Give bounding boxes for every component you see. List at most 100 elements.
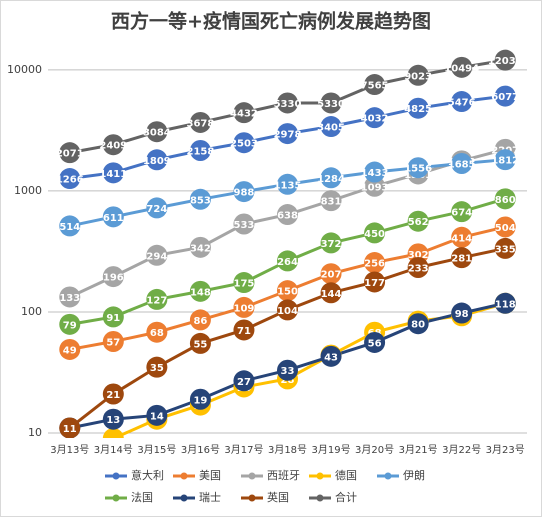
data-point (451, 247, 473, 269)
data-label: 1433 (361, 168, 389, 179)
data-point (320, 263, 342, 285)
data-label: 9023 (404, 71, 432, 82)
data-point (233, 296, 255, 318)
data-label: 57 (106, 338, 120, 349)
legend-label: 伊朗 (403, 469, 425, 482)
legend-label: 美国 (199, 469, 221, 482)
data-label: 144 (321, 289, 342, 300)
data-label: 33 (281, 366, 295, 377)
data-label: 21 (106, 390, 120, 401)
x-tick-label: 3月23号 (486, 444, 525, 456)
data-label: 11 (63, 424, 77, 435)
data-label: 1809 (143, 156, 171, 167)
data-label: 2978 (274, 130, 302, 141)
x-tick-label: 3月13号 (50, 444, 89, 456)
data-point (277, 92, 298, 114)
data-point (451, 201, 473, 223)
data-label: 177 (364, 278, 385, 289)
data-label: 2503 (230, 139, 258, 150)
data-point (320, 190, 342, 212)
data-point (407, 257, 429, 279)
data-label: 3678 (186, 118, 214, 129)
data-label: 504 (495, 223, 516, 234)
data-label: 1812 (491, 156, 519, 167)
data-label: 2409 (99, 141, 127, 152)
data-point (494, 149, 516, 171)
data-point (494, 188, 516, 210)
data-label: 196 (103, 273, 124, 284)
data-label: 562 (408, 217, 429, 228)
data-label: 4825 (404, 104, 432, 115)
data-label: 104 (277, 306, 298, 317)
data-label: 831 (321, 197, 342, 208)
data-label: 281 (451, 254, 472, 265)
data-point (494, 292, 516, 314)
data-point (189, 280, 211, 302)
data-point (320, 282, 342, 304)
y-tick-label: 10000 (7, 63, 42, 76)
data-label: 4032 (361, 114, 389, 125)
data-label: 7565 (361, 81, 389, 92)
data-point (364, 107, 386, 129)
data-label: 724 (146, 204, 167, 215)
data-point (277, 359, 298, 381)
data-label: 988 (234, 188, 255, 199)
data-point (102, 266, 124, 288)
data-point (277, 204, 298, 226)
data-point (102, 383, 124, 405)
data-label: 19 (193, 395, 207, 406)
data-point (364, 74, 386, 96)
legend-label: 西班牙 (267, 469, 300, 482)
data-point (277, 173, 298, 195)
data-point (233, 102, 255, 124)
legend-marker (180, 494, 188, 502)
data-point (407, 210, 429, 232)
data-label: 1411 (99, 169, 127, 180)
data-point (146, 121, 168, 143)
data-label: 233 (408, 264, 429, 275)
data-point (102, 206, 124, 228)
data-point (102, 306, 124, 328)
data-label: 674 (451, 208, 472, 219)
y-tick-label: 100 (21, 305, 42, 318)
data-label: 207 (321, 270, 342, 281)
data-label: 80 (411, 320, 425, 331)
data-label: 91 (106, 313, 120, 324)
legend-marker (112, 494, 120, 502)
data-label: 342 (190, 243, 211, 254)
data-label: 86 (193, 316, 207, 327)
data-point (189, 139, 211, 161)
data-point (233, 213, 255, 235)
data-point (451, 153, 473, 175)
data-label: 1093 (361, 182, 389, 193)
data-label: 14 (150, 411, 164, 422)
data-label: 1135 (274, 180, 302, 191)
legend-marker (316, 494, 324, 502)
legend-label: 法国 (131, 490, 153, 504)
data-point (102, 162, 124, 184)
legend-label: 合计 (335, 490, 357, 504)
data-point (59, 168, 81, 190)
x-tick-label: 3月17号 (224, 444, 263, 456)
data-label: 302 (408, 250, 429, 261)
data-point (407, 157, 429, 179)
legend-marker (112, 472, 120, 480)
data-label: 860 (495, 195, 516, 206)
data-point (233, 181, 255, 203)
data-label: 56 (368, 338, 382, 349)
data-point (102, 134, 124, 156)
data-label: 79 (63, 320, 77, 331)
data-point (277, 250, 298, 272)
data-label: 1556 (404, 164, 432, 175)
data-point (189, 309, 211, 331)
data-label: 256 (364, 259, 385, 270)
data-label: 5476 (448, 98, 476, 109)
data-point (364, 331, 386, 353)
data-point (59, 417, 81, 438)
y-tick-label: 10 (28, 426, 42, 439)
data-label: 12031 (488, 56, 523, 67)
data-point (320, 167, 342, 189)
x-tick-label: 3月20号 (355, 444, 394, 456)
